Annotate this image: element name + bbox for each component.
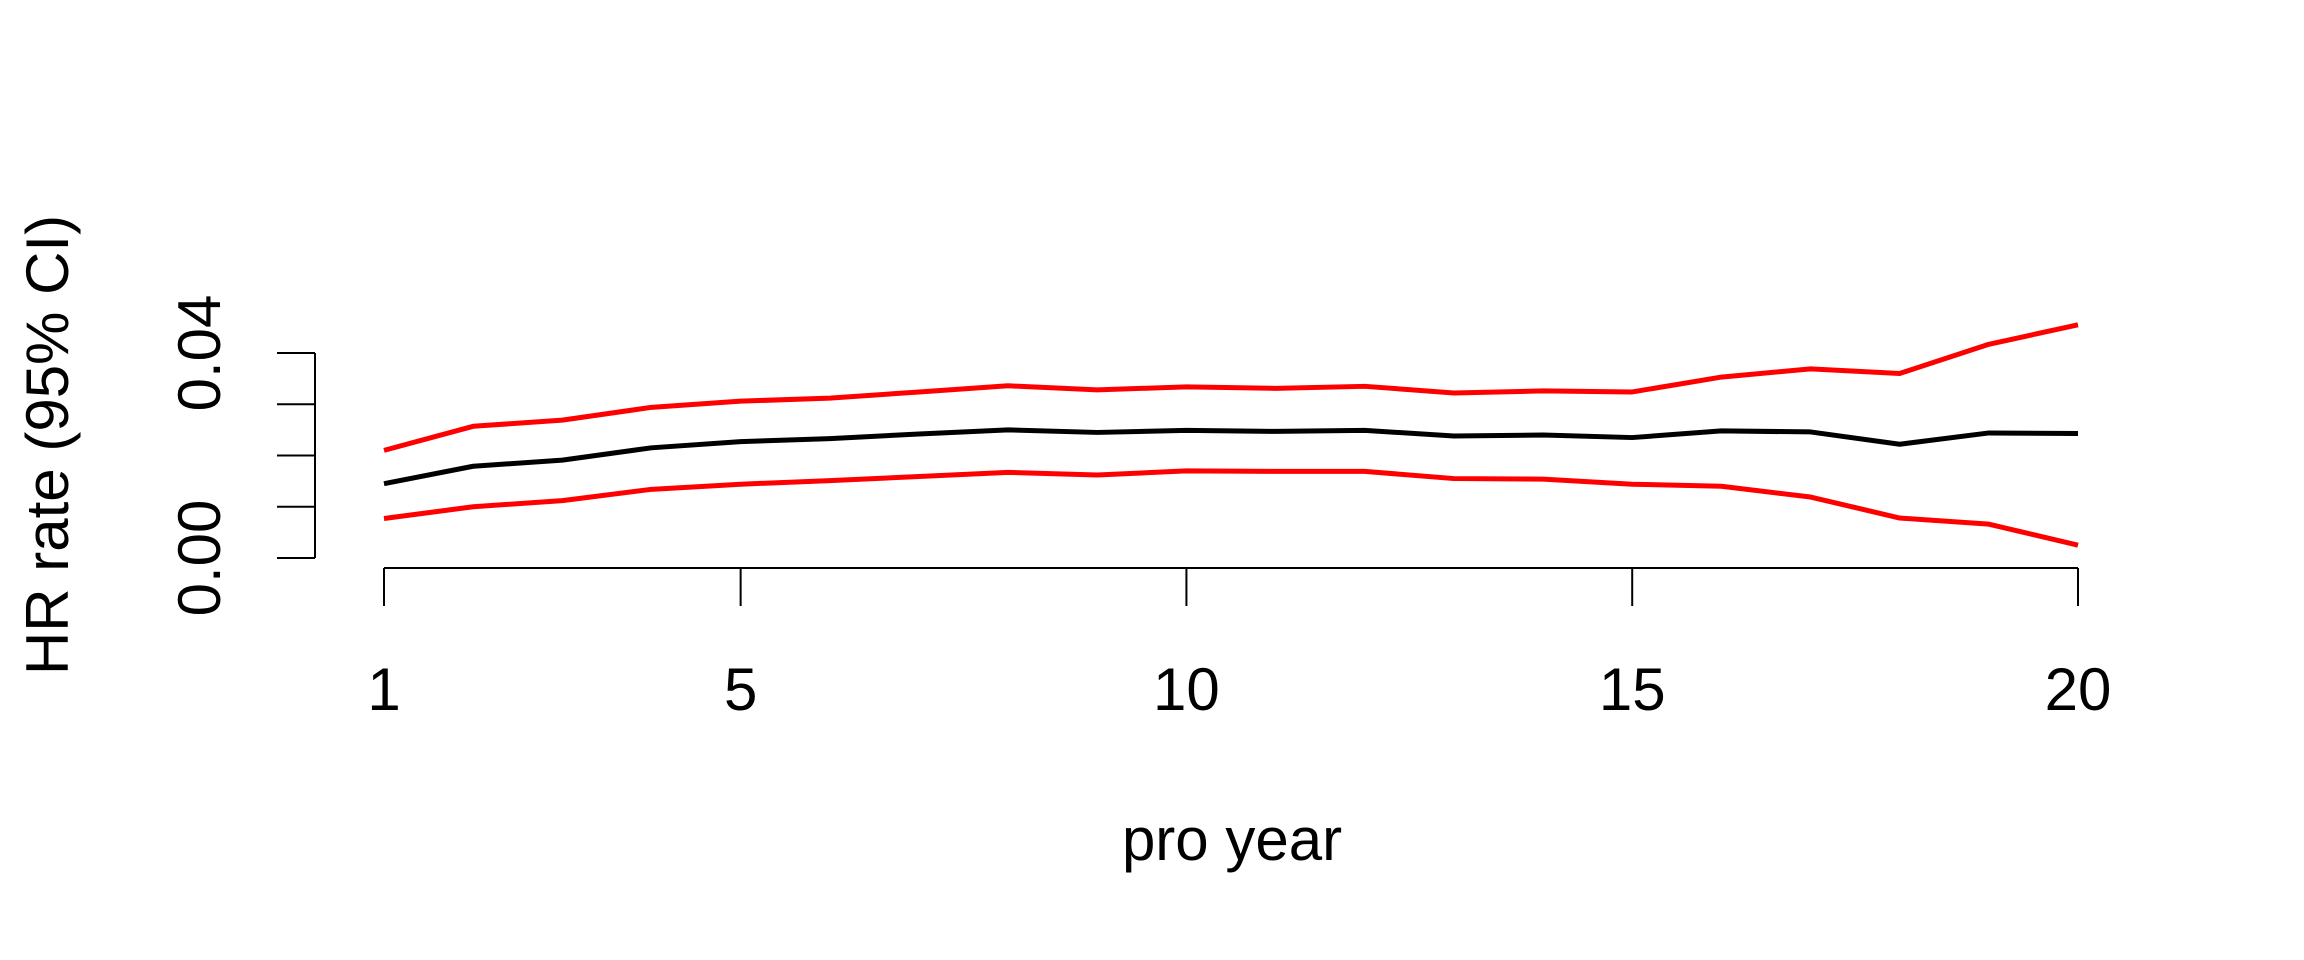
- x-tick-label: 10: [1153, 656, 1220, 723]
- x-axis-title: pro year: [1122, 806, 1342, 873]
- x-tick-label: 15: [1599, 656, 1666, 723]
- series-line-2: [383, 427, 2079, 487]
- x-axis: 1 5 10 15 20: [367, 567, 2111, 723]
- x-tick-label: 20: [2045, 656, 2112, 723]
- series-line-1: [383, 322, 2079, 453]
- series-layer: [383, 322, 2079, 548]
- y-axis-title: HR rate (95% CI): [14, 215, 81, 675]
- x-tick-label: 5: [724, 656, 757, 723]
- series-line-3: [383, 468, 2079, 548]
- x-tick-label: 1: [367, 656, 400, 723]
- y-axis: 0.00 0.04: [166, 295, 316, 617]
- x-ticks: 1 5 10 15 20: [367, 568, 2111, 723]
- y-ticks: 0.00 0.04: [166, 295, 315, 617]
- y-tick-label: 0.00: [166, 500, 233, 617]
- y-tick-label: 0.04: [166, 295, 233, 412]
